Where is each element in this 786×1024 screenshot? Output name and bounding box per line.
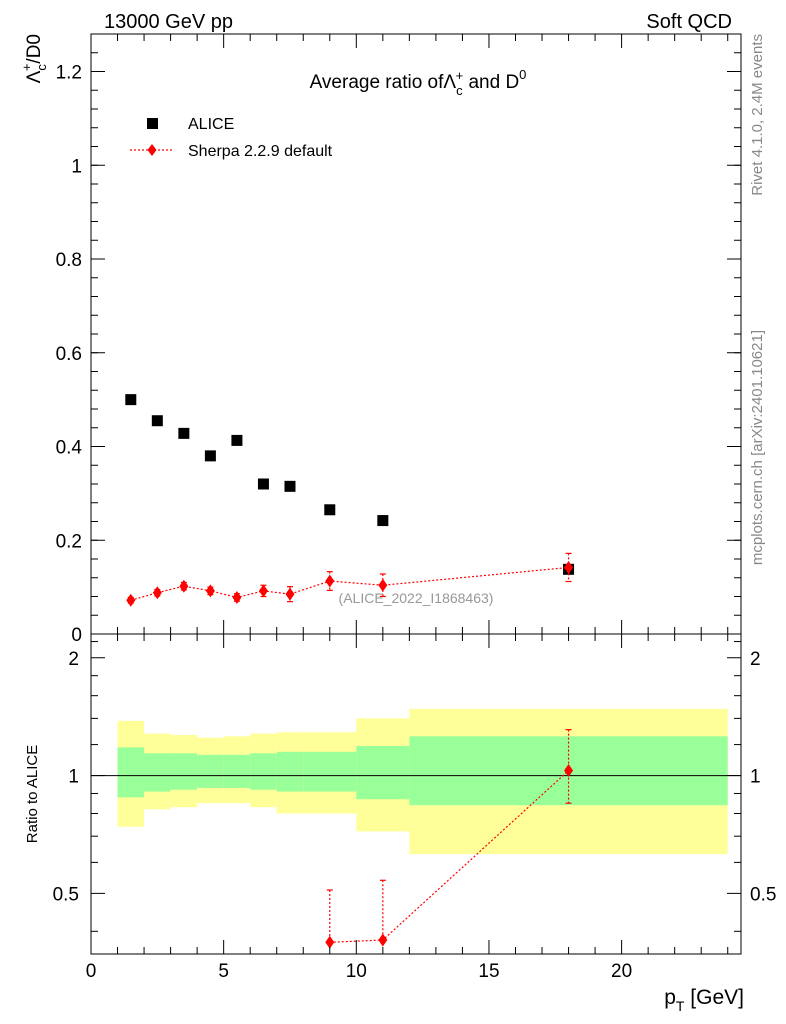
- main-ytick-label: 0.2: [56, 531, 82, 552]
- sherpa-point: [325, 574, 335, 588]
- ratio-ylabel: Ratio to ALICE: [24, 745, 41, 843]
- alice-point: [257, 478, 269, 490]
- legend-alice-label: ALICE: [188, 116, 234, 133]
- main-panel: 0 0.2 0.4 0.6 0.8 1 1.2 Average ratio ofΛc+ an…: [19, 33, 742, 646]
- band-inner: [250, 753, 277, 790]
- ratio-ytick-label: 2: [68, 649, 79, 670]
- legend-sherpa-label: Sherpa 2.2.9 default: [188, 143, 333, 160]
- ratio-ytick-label-right: 0.5: [750, 884, 776, 905]
- alice-point: [178, 427, 190, 439]
- band-inner: [303, 751, 357, 792]
- alice-point: [324, 504, 336, 516]
- ratio-point: [378, 933, 388, 947]
- ratio-xtick-label: 20: [611, 961, 632, 982]
- ratio-ytick-label-right: 1: [750, 767, 761, 788]
- alice-point: [284, 480, 296, 492]
- legend-sherpa-marker: [147, 144, 157, 156]
- band-inner: [356, 746, 410, 800]
- energy-label: 13000 GeV pp: [104, 11, 233, 33]
- ratio-xtick-label: 15: [478, 961, 499, 982]
- main-ytick-label: 0.6: [56, 344, 82, 365]
- sherpa-line: [130, 566, 569, 601]
- alice-point: [125, 394, 137, 406]
- main-title: Average ratio ofΛc+ and D0: [310, 67, 527, 98]
- ratio-point: [564, 764, 574, 778]
- sherpa-point: [378, 578, 388, 592]
- legend-alice-marker: [147, 118, 158, 129]
- legend: ALICE Sherpa 2.2.9 default: [130, 116, 333, 160]
- sherpa-point: [564, 560, 574, 574]
- main-ytick-label: 0.8: [56, 250, 82, 271]
- band-inner: [223, 754, 251, 788]
- main-ytick-label: 1: [71, 156, 82, 177]
- ratio-xlabel: pT [GeV]: [664, 986, 744, 1014]
- ratio-ytick-label: 0.5: [53, 884, 79, 905]
- band-inner: [170, 753, 198, 790]
- main-ytick-label: 0: [71, 625, 82, 646]
- mcplots-label: mcplots.cern.ch [arXiv:2401.10621]: [749, 330, 766, 565]
- ratio-ytick-label-right: 2: [750, 649, 761, 670]
- alice-point: [231, 434, 243, 446]
- ratio-xtick-label: 0: [86, 961, 97, 982]
- category-label: Soft QCD: [646, 11, 732, 33]
- alice-point: [151, 415, 163, 427]
- band-inner: [276, 751, 304, 792]
- band-inner: [197, 754, 224, 788]
- ratio-panel: 0.5 0.51 12 20 5 10 15 20 Ratio to ALICE pT [Ge…: [24, 633, 776, 1014]
- alice-point: [377, 515, 389, 527]
- sherpa-point: [205, 584, 215, 598]
- watermark: (ALICE_2022_I1868463): [339, 590, 494, 606]
- ratio-ytick-label: 1: [68, 767, 79, 788]
- sherpa-point: [179, 579, 189, 593]
- ratio-xtick-label: 5: [218, 961, 229, 982]
- sherpa-point: [232, 590, 242, 604]
- sherpa-point: [258, 584, 268, 598]
- sherpa-point: [126, 593, 136, 607]
- ratio-xtick-label: 10: [346, 961, 367, 982]
- main-ytick-label: 0.4: [56, 438, 83, 459]
- ratio-frame: [90, 633, 742, 955]
- main-ytick-label: 1.2: [56, 63, 82, 84]
- alice-point: [204, 450, 216, 462]
- rivet-label: Rivet 4.1.0, 2.4M events: [749, 34, 766, 196]
- sherpa-point: [152, 586, 162, 600]
- band-inner: [117, 747, 145, 798]
- sherpa-point: [285, 587, 295, 601]
- main-ylabel: Λc+/D0: [19, 34, 49, 83]
- ratio-point: [325, 935, 335, 949]
- band-inner: [144, 753, 171, 792]
